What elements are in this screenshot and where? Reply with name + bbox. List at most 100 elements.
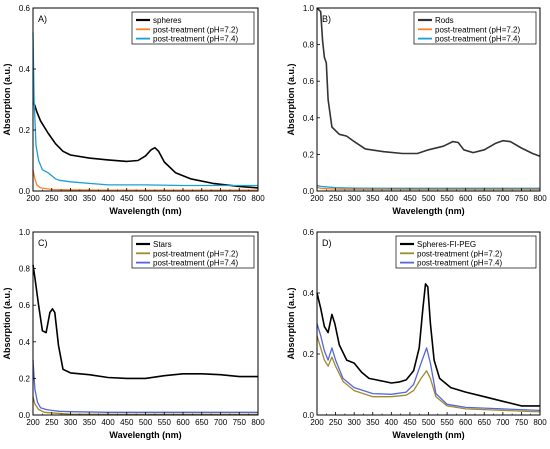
x-tick-label: 300 xyxy=(64,418,78,427)
x-axis-title: Wavelength (nm) xyxy=(392,430,464,440)
x-tick-label: 700 xyxy=(496,418,510,427)
x-tick-label: 350 xyxy=(83,194,97,203)
series-line xyxy=(316,7,541,157)
y-tick-label: 0.8 xyxy=(303,41,315,50)
x-tick-label: 450 xyxy=(120,418,134,427)
series-line xyxy=(32,102,259,189)
x-tick-label: 400 xyxy=(385,418,399,427)
x-tick-label: 500 xyxy=(139,194,153,203)
x-tick-label: 500 xyxy=(422,418,436,427)
y-tick-label: 0.2 xyxy=(19,374,31,383)
series-line xyxy=(32,396,258,415)
x-tick-label: 400 xyxy=(385,194,399,203)
panel-label: B) xyxy=(322,14,331,24)
x-tick-label: 750 xyxy=(233,194,247,203)
legend-box xyxy=(395,235,537,269)
y-axis-title: Absorption (a.u.) xyxy=(286,288,296,360)
legend-label: post-treatment (pH=7.4) xyxy=(417,259,502,268)
x-tick-label: 550 xyxy=(158,194,172,203)
x-tick-label: 200 xyxy=(26,418,40,427)
x-tick-label: 450 xyxy=(403,194,417,203)
x-tick-label: 650 xyxy=(195,418,209,427)
y-tick-label: 0.8 xyxy=(19,265,31,274)
series-line xyxy=(32,169,258,191)
x-tick-label: 800 xyxy=(251,194,265,203)
x-tick-label: 550 xyxy=(440,194,454,203)
y-tick-label: 0.6 xyxy=(303,77,315,86)
series-line xyxy=(32,264,258,380)
legend-label: Spheres-FI-PEG xyxy=(417,240,476,249)
legend-box xyxy=(131,11,255,45)
legend-label: spheres xyxy=(153,16,181,25)
y-tick-label: 0.2 xyxy=(303,150,315,159)
x-tick-label: 400 xyxy=(101,194,115,203)
y-tick-label: 0.2 xyxy=(303,350,315,359)
y-tick-label: 0.6 xyxy=(303,228,315,237)
series-line xyxy=(316,323,541,412)
x-axis-title: Wavelength (nm) xyxy=(392,206,464,216)
x-tick-label: 450 xyxy=(120,194,134,203)
y-tick-label: 0.4 xyxy=(19,65,31,74)
x-tick-label: 750 xyxy=(515,194,529,203)
x-tick-label: 350 xyxy=(366,418,380,427)
panel-label: D) xyxy=(322,238,332,248)
x-tick-label: 300 xyxy=(347,418,361,427)
legend-label: post-treatment (pH=7.4) xyxy=(435,35,520,44)
x-tick-label: 800 xyxy=(533,418,547,427)
x-tick-label: 600 xyxy=(176,194,190,203)
series-line xyxy=(316,184,540,189)
x-tick-label: 400 xyxy=(101,418,115,427)
chart-panel: 200 250 300 350 400 450 500 550 600 650 700 750 800 0… xyxy=(286,228,547,440)
y-tick-label: 0.4 xyxy=(303,114,315,123)
x-tick-label: 500 xyxy=(422,194,436,203)
x-tick-label: 250 xyxy=(329,418,343,427)
legend-label: post-treatment (pH=7.4) xyxy=(153,259,238,268)
y-axis-title: Absorption (a.u.) xyxy=(2,64,12,136)
legend-label: post-treatment (pH=7.2) xyxy=(153,25,238,34)
x-tick-label: 200 xyxy=(310,418,324,427)
x-axis-title: Wavelength (nm) xyxy=(109,206,181,216)
x-tick-label: 350 xyxy=(83,418,97,427)
x-tick-label: 300 xyxy=(347,194,361,203)
panel-label: A) xyxy=(38,14,47,24)
y-tick-label: 1.0 xyxy=(303,4,315,13)
x-tick-label: 750 xyxy=(233,418,247,427)
legend-label: post-treatment (pH=7.2) xyxy=(417,249,502,258)
x-tick-label: 650 xyxy=(478,194,492,203)
x-tick-label: 600 xyxy=(459,418,473,427)
x-tick-label: 250 xyxy=(45,194,59,203)
x-tick-label: 550 xyxy=(440,418,454,427)
x-tick-label: 800 xyxy=(251,418,265,427)
x-tick-label: 700 xyxy=(214,418,228,427)
y-tick-label: 0.0 xyxy=(19,187,31,196)
x-tick-label: 700 xyxy=(214,194,228,203)
x-tick-label: 650 xyxy=(195,194,209,203)
x-tick-label: 500 xyxy=(139,418,153,427)
chart-panel: 200 250 300 350 400 450 500 550 600 650 700 750 800 0… xyxy=(286,4,547,216)
y-tick-label: 0.0 xyxy=(303,187,315,196)
x-tick-label: 200 xyxy=(26,194,40,203)
y-tick-label: 0.0 xyxy=(19,411,31,420)
y-axis-title: Absorption (a.u.) xyxy=(2,288,12,360)
legend-box xyxy=(413,11,537,45)
x-tick-label: 300 xyxy=(64,194,78,203)
series-line xyxy=(32,360,258,413)
x-tick-label: 350 xyxy=(366,194,380,203)
y-tick-label: 0.4 xyxy=(303,289,315,298)
y-tick-label: 0.2 xyxy=(19,126,31,135)
x-tick-label: 450 xyxy=(403,418,417,427)
y-tick-label: 0.6 xyxy=(19,4,31,13)
chart-panel: 200 250 300 350 400 450 500 550 600 650 700 750 800 0… xyxy=(2,4,265,216)
panel-label: C) xyxy=(38,238,48,248)
x-tick-label: 550 xyxy=(158,418,172,427)
x-tick-label: 650 xyxy=(478,418,492,427)
legend-label: post-treatment (pH=7.2) xyxy=(153,249,238,258)
legend-box xyxy=(131,235,255,269)
series-line xyxy=(316,186,540,191)
x-tick-label: 600 xyxy=(459,194,473,203)
series-line xyxy=(316,335,541,413)
x-tick-label: 700 xyxy=(496,194,510,203)
legend-label: post-treatment (pH=7.2) xyxy=(435,25,520,34)
x-tick-label: 250 xyxy=(329,194,343,203)
